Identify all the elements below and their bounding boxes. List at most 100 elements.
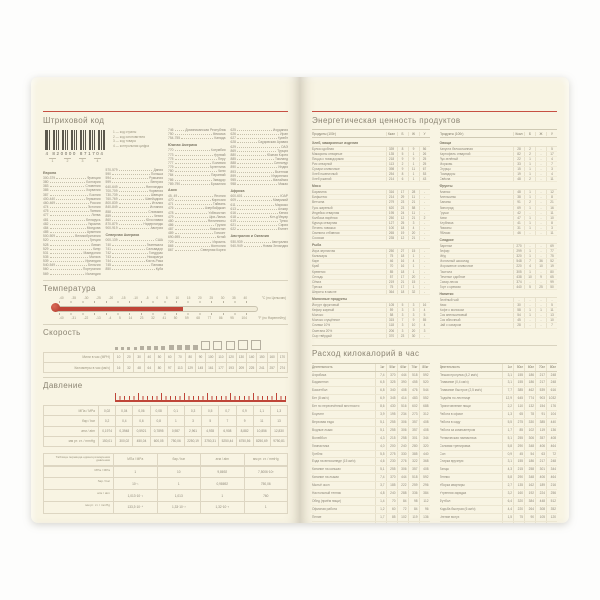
- celsius-tick-label: 35: [232, 295, 236, 300]
- section-divider: [43, 377, 288, 379]
- country-code-row: 865 Монголия: [168, 244, 226, 248]
- food-value: 99: [546, 279, 557, 284]
- food-value: 23: [396, 200, 408, 205]
- calorie-value: 98: [407, 498, 419, 505]
- leader-dots: [174, 208, 204, 210]
- country-name: Саудовская Аравия: [257, 140, 288, 145]
- food-value: 75: [546, 254, 557, 259]
- food-value: 3: [407, 313, 419, 318]
- food-column-header: Ж: [535, 131, 546, 136]
- thermometer-fill: [56, 306, 183, 311]
- food-value: 53: [418, 171, 430, 176]
- food-value: 46: [385, 259, 397, 264]
- pressure-row: атм / atm 0,1974 0,3948 0,5921 0,7895 0,987 2…: [43, 426, 289, 437]
- food-value: 17: [396, 284, 408, 289]
- food-value: 4: [546, 171, 557, 176]
- calorie-row: Катание на коньках 5,1 255 306 357 408: [312, 466, 430, 475]
- country-code-row: 930-939 Австралия: [231, 240, 289, 244]
- calorie-value: 518: [407, 371, 419, 379]
- food-value: 10: [524, 274, 535, 279]
- calorie-value: 416: [418, 521, 430, 523]
- food-row: Курица отварная 127 25 3-: [312, 220, 430, 226]
- food-value: -: [418, 200, 430, 205]
- food-row: Варенье 270- -69: [439, 244, 557, 250]
- calorie-row: Пешая прогулка (4,2 км/ч) 3,1 155 186 217 24…: [439, 371, 557, 380]
- calorie-value: 248: [546, 379, 557, 387]
- calorie-value: 275: [385, 450, 397, 458]
- calorie-value: 280: [407, 442, 419, 450]
- country-code-row: 800-839 Италия: [106, 201, 164, 205]
- country-code-row: 622 Египет: [231, 227, 289, 231]
- food-value: -: [418, 220, 430, 225]
- country-code-row: 474 Эстония: [43, 205, 101, 209]
- country-code: 789-790: [168, 181, 181, 186]
- calorie-value: 520: [418, 379, 430, 387]
- food-name: Кальмары: [312, 254, 328, 259]
- food-value: -: [418, 254, 430, 259]
- food-value: 316: [385, 190, 397, 195]
- country-name: Кипр: [93, 246, 101, 251]
- food-section: Овощи Капуста белокочанная 28 2-5: [439, 138, 557, 182]
- food-row: Сметана 20% 206 3 20 3: [312, 328, 430, 334]
- food-name: Краб: [312, 264, 320, 269]
- calorie-value: 384: [524, 498, 535, 505]
- pressure-value: 0,06: [132, 405, 150, 417]
- food-value: 24: [396, 210, 408, 215]
- country-code-row: 750 Мексика: [168, 132, 226, 136]
- country-code-row: 383 Словения: [43, 184, 101, 188]
- food-value: 8: [396, 146, 408, 151]
- country-name: Босния: [89, 192, 101, 197]
- activity-name: Плавание быстрое (2,5 км/ч): [439, 388, 483, 393]
- food-row: Зелёный чай ----: [439, 298, 557, 304]
- country-code: 474: [43, 205, 49, 210]
- country-code-row: 740 Гватемала: [106, 243, 164, 247]
- calorie-value: 105: [535, 513, 546, 521]
- calorie-row: Ритмическая гимнастика 5,1 255 306 357 408: [439, 434, 557, 443]
- food-row: Краб 70 16 1-: [312, 264, 430, 270]
- food-value: 36: [535, 259, 546, 264]
- pressure-value: 2,961: [183, 426, 202, 437]
- food-name: Сок апельсиновый: [439, 313, 468, 318]
- country-name: Германия: [85, 196, 101, 201]
- food-row: Апельсины 38 1-8: [439, 195, 557, 201]
- calorie-value: 357: [535, 434, 546, 442]
- calorie-value: 112: [418, 498, 430, 505]
- calorie-table-group: Деятельность 1кг 50кг 60кг 70кг 80кг Пешая п…: [439, 362, 557, 523]
- country-code: 594: [105, 176, 112, 181]
- country-name: Словакия: [148, 209, 163, 214]
- calorie-row: Теннис 5,8 290 348 406 464: [439, 474, 557, 483]
- code-region-header: Азия: [168, 188, 177, 193]
- code-region-header: Европа: [43, 170, 57, 175]
- calorie-value: 162: [524, 482, 535, 490]
- calorie-value: 430: [385, 403, 397, 411]
- country-code-row: 880 Южная Корея: [231, 153, 289, 157]
- food-tables: Продукты (100г) Ккал Б Ж У Хлеб, макаронные…: [312, 129, 557, 339]
- calorie-value: 370: [385, 474, 397, 482]
- country-name: Кот-д’Ивуар: [269, 214, 288, 219]
- food-value: 27: [396, 249, 408, 254]
- leader-dots: [49, 273, 85, 275]
- food-value: 2: [524, 176, 535, 181]
- calorie-value: 255: [385, 418, 397, 426]
- food-value: -: [418, 259, 430, 264]
- food-value: 9: [535, 274, 546, 279]
- country-code-row: 773 Уругвай: [168, 153, 226, 157]
- country-name: Эквадор: [212, 177, 226, 182]
- country-name: Италия: [151, 201, 163, 206]
- leader-dots: [243, 196, 280, 198]
- food-value: 315: [385, 318, 397, 323]
- leader-dots: [49, 223, 87, 225]
- calorie-value: 296: [418, 482, 430, 490]
- fahrenheit-tick-label: 68: [196, 315, 200, 320]
- country-code: 470: [168, 198, 174, 203]
- calorie-value: 7,4: [374, 371, 386, 379]
- food-row: Баранина 316 17 28-: [312, 190, 430, 196]
- food-value: 21: [407, 235, 419, 240]
- country-code: 482: [43, 221, 49, 226]
- food-value: 21: [407, 200, 419, 205]
- country-name: Франция: [86, 176, 101, 180]
- country-code-row: 867 Северная Корея: [168, 248, 226, 252]
- food-value: 620: [385, 205, 397, 210]
- calorie-row: Мытьё окон 3,7 185 222 259 296: [312, 482, 430, 491]
- country-code: 750: [168, 132, 174, 137]
